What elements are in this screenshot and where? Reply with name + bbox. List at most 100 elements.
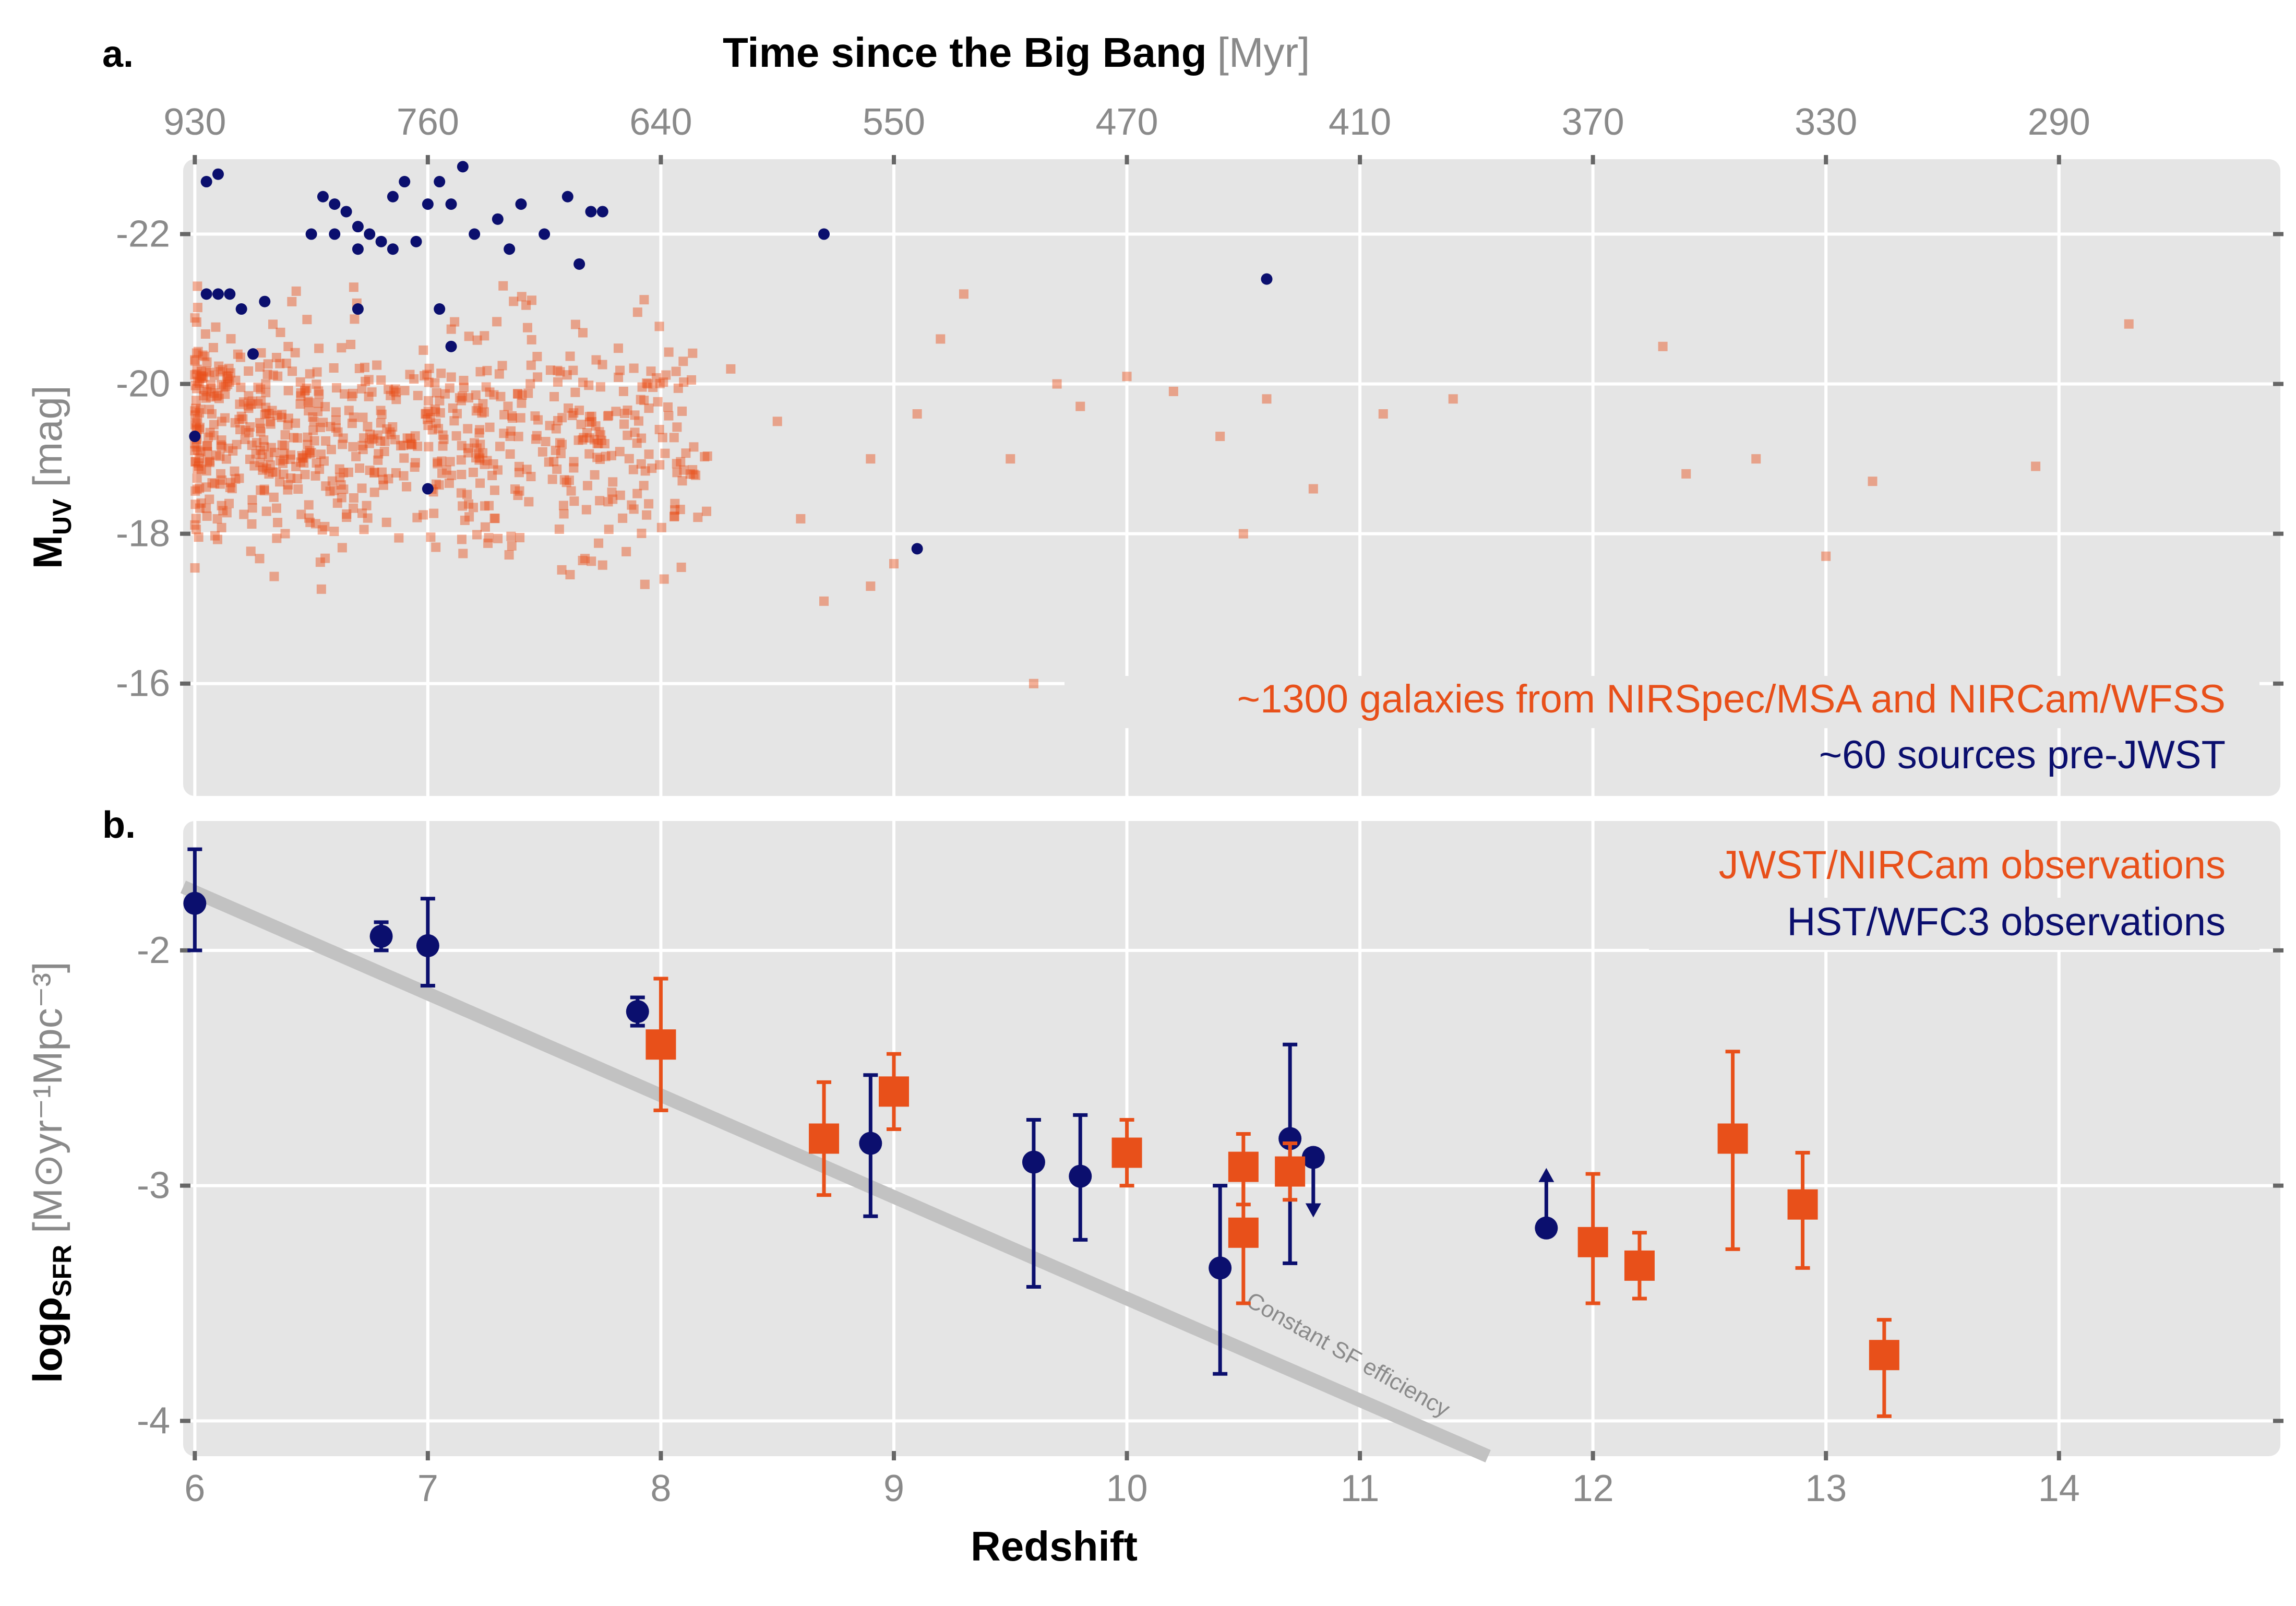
galaxy-point — [239, 509, 249, 519]
galaxy-point — [372, 360, 382, 370]
galaxy-point — [271, 467, 281, 477]
galaxy-point — [1681, 469, 1691, 479]
galaxy-point — [302, 315, 312, 325]
galaxy-point — [338, 439, 348, 449]
top-tick-label: 640 — [629, 101, 692, 143]
galaxy-point — [261, 506, 271, 516]
galaxy-point — [430, 405, 440, 414]
galaxy-point — [391, 468, 401, 478]
galaxy-point — [228, 446, 238, 456]
galaxy-point — [636, 459, 646, 469]
galaxy-point — [504, 550, 514, 560]
galaxy-point — [192, 384, 201, 394]
panel-a-background — [183, 159, 2280, 796]
galaxy-point — [317, 525, 327, 535]
galaxy-point — [300, 386, 309, 396]
galaxy-point — [196, 465, 206, 474]
galaxy-point — [410, 462, 420, 472]
pre-jwst-point — [317, 191, 329, 203]
jwst-point — [1275, 1156, 1306, 1187]
galaxy-point — [216, 469, 226, 479]
galaxy-point — [339, 484, 349, 494]
galaxy-point — [263, 359, 273, 369]
y-tick-label: -22 — [116, 213, 170, 255]
galaxy-point — [361, 376, 370, 386]
galaxy-point — [225, 482, 235, 492]
galaxy-point — [1052, 379, 1062, 389]
galaxy-point — [390, 384, 400, 394]
galaxy-point — [488, 459, 498, 469]
galaxy-point — [295, 377, 305, 387]
galaxy-point — [221, 454, 231, 464]
galaxy-point — [194, 458, 204, 468]
galaxy-point — [570, 387, 580, 397]
galaxy-point — [480, 522, 490, 532]
x-tick-label: 8 — [650, 1468, 671, 1509]
galaxy-point — [196, 405, 206, 414]
galaxy-point — [679, 465, 689, 475]
galaxy-point — [337, 343, 346, 353]
galaxy-point — [640, 579, 650, 589]
galaxy-point — [485, 387, 495, 397]
galaxy-point — [584, 433, 594, 443]
galaxy-point — [357, 508, 367, 518]
galaxy-point — [569, 463, 579, 473]
galaxy-point — [407, 440, 417, 450]
galaxy-point — [360, 362, 369, 372]
galaxy-point — [202, 511, 212, 521]
galaxy-point — [644, 449, 654, 459]
galaxy-point — [259, 486, 269, 496]
galaxy-point — [232, 439, 242, 449]
galaxy-point — [669, 511, 679, 521]
galaxy-point — [479, 407, 489, 417]
galaxy-point — [659, 377, 668, 387]
galaxy-point — [473, 403, 483, 413]
pre-jwst-point — [1261, 273, 1273, 285]
galaxy-point — [369, 487, 379, 497]
galaxy-point — [600, 439, 609, 449]
galaxy-point — [522, 465, 532, 474]
galaxy-point — [477, 408, 487, 418]
galaxy-point — [201, 482, 211, 492]
top-tick-label: 760 — [397, 101, 459, 143]
pre-jwst-point — [387, 191, 399, 203]
galaxy-point — [495, 442, 505, 451]
panel-a-ylabel-main: M — [25, 535, 70, 569]
galaxy-point — [496, 391, 506, 401]
galaxy-point — [632, 438, 642, 448]
galaxy-point — [492, 317, 502, 327]
galaxy-point — [633, 416, 643, 426]
top-tick-label: 290 — [2028, 101, 2090, 143]
top-axis-title: Time since the Big Bang [Myr] — [723, 29, 1310, 76]
galaxy-point — [527, 335, 536, 344]
galaxy-point — [315, 422, 325, 432]
galaxy-point — [190, 356, 200, 366]
pre-jwst-point — [573, 258, 585, 270]
galaxy-point — [310, 471, 320, 481]
galaxy-point — [210, 531, 220, 541]
galaxy-point — [584, 412, 594, 422]
galaxy-point — [527, 295, 537, 305]
galaxy-point — [253, 383, 263, 392]
galaxy-point — [195, 483, 205, 493]
galaxy-point — [562, 370, 572, 380]
galaxy-point — [621, 546, 631, 556]
galaxy-point — [422, 370, 432, 379]
galaxy-point — [298, 453, 308, 463]
galaxy-point — [654, 322, 664, 331]
galaxy-point — [490, 514, 500, 524]
galaxy-point — [615, 490, 625, 500]
galaxy-point — [487, 470, 497, 480]
galaxy-point — [337, 493, 346, 503]
pre-jwst-point — [305, 228, 317, 240]
galaxy-point — [604, 411, 614, 421]
galaxy-point — [226, 368, 236, 378]
galaxy-point — [458, 391, 468, 401]
galaxy-point — [524, 497, 534, 507]
galaxy-point — [472, 335, 482, 345]
galaxy-point — [399, 453, 409, 463]
galaxy-point — [819, 596, 829, 606]
galaxy-point — [384, 474, 393, 484]
galaxy-point — [238, 397, 248, 407]
galaxy-point — [700, 452, 710, 462]
